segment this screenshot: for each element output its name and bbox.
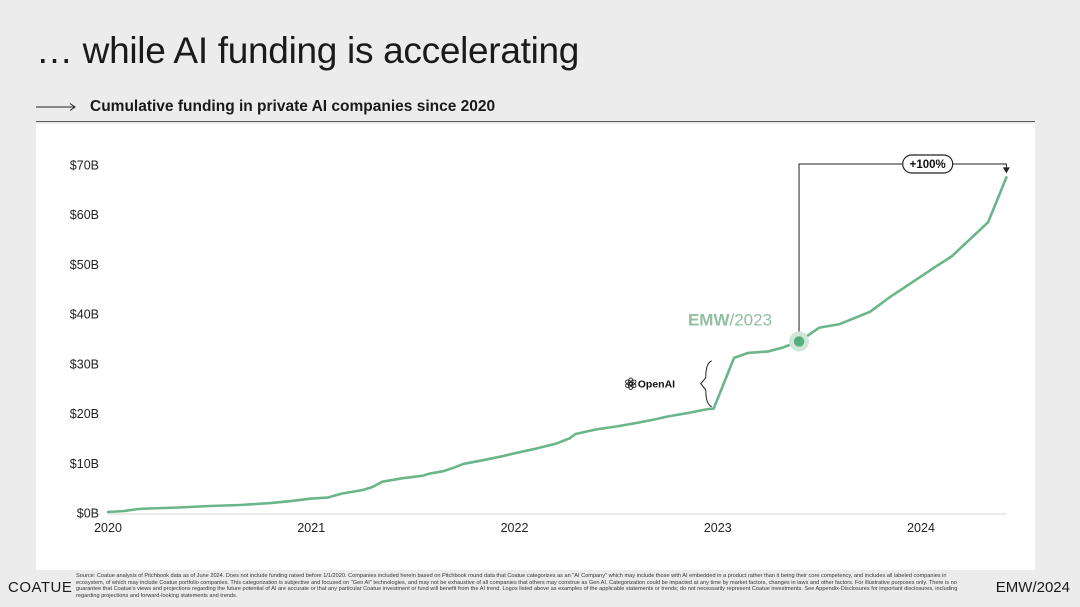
title-divider — [36, 121, 1035, 122]
page-title: … while AI funding is accelerating — [36, 30, 580, 71]
brand-logo: COATUE — [8, 579, 73, 596]
y-tick-label: $50B — [70, 258, 99, 272]
growth-pill — [902, 154, 954, 174]
y-tick-label: $30B — [70, 357, 99, 371]
x-tick-label: 2023 — [704, 521, 732, 535]
funding-series-line — [106, 176, 1008, 514]
y-tick-label: $10B — [70, 457, 99, 471]
openai-logo-icon — [625, 377, 637, 390]
source-footnote: Source: Coatue analysis of Pitchbook dat… — [76, 573, 958, 599]
arrow-right-icon — [36, 103, 76, 111]
emw2023-label-emw: EMW — [688, 310, 731, 329]
chart-panel: $0B $10B $20B $30B $40B $50B $60B $70B 2020 2021 2… — [36, 124, 1035, 570]
x-tick-label: 2022 — [501, 521, 529, 535]
emw2023-marker — [793, 336, 805, 347]
emw2023-label: EMW/2023 — [688, 310, 772, 329]
growth-bracket-line — [798, 163, 1007, 342]
openai-bracket — [700, 360, 712, 408]
y-tick-label: $40B — [70, 308, 99, 322]
openai-label: OpenAI — [638, 379, 675, 391]
x-tick-label: 2024 — [907, 521, 935, 535]
y-tick-label: $0B — [77, 507, 99, 521]
y-tick-label: $20B — [70, 407, 99, 421]
x-tick-label: 2020 — [94, 521, 122, 535]
subtitle-row: Cumulative funding in private AI compani… — [36, 98, 495, 116]
funding-line-chart: $0B $10B $20B $30B $40B $50B $60B $70B 2020 2021 2… — [70, 154, 1010, 535]
arrow-down-icon — [1002, 167, 1010, 174]
y-tick-label: $60B — [70, 208, 99, 222]
x-tick-label: 2021 — [297, 521, 325, 535]
openai-logo-petal — [625, 379, 633, 386]
event-logo: EMW/2024 — [995, 579, 1070, 596]
emw2023-label-year: /2023 — [730, 310, 773, 329]
chart-subtitle: Cumulative funding in private AI compani… — [90, 98, 496, 115]
growth-label: +100% — [910, 159, 946, 171]
y-tick-label: $70B — [70, 159, 99, 173]
